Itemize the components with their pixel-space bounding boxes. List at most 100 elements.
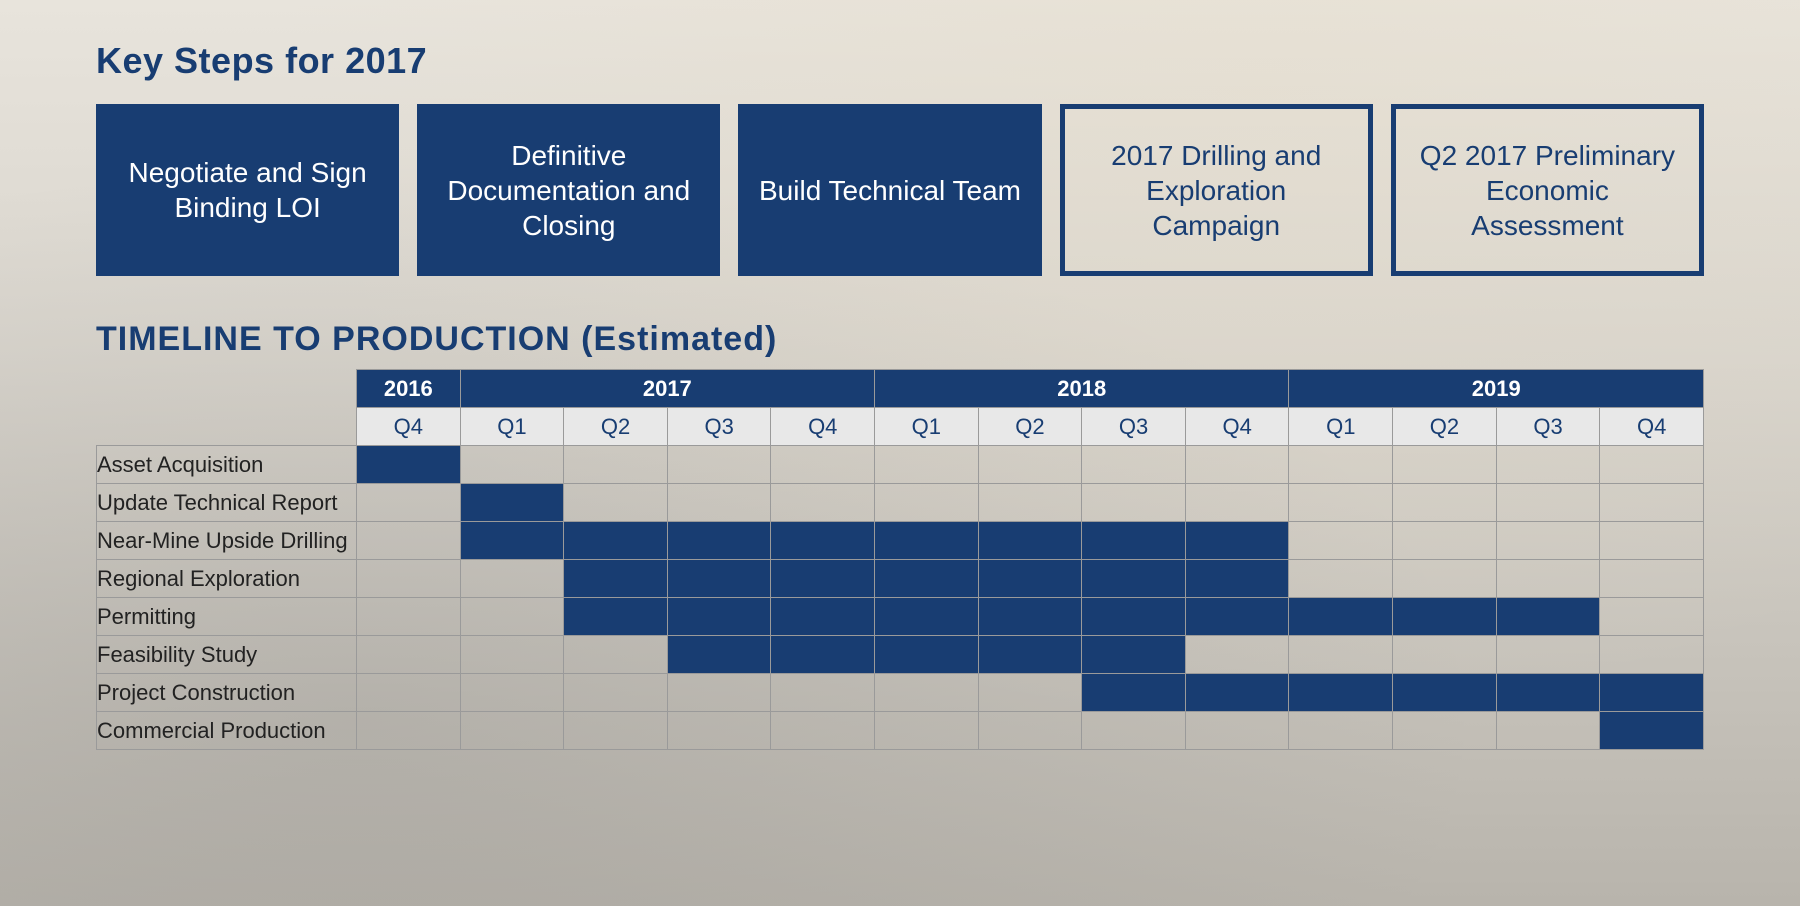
gantt-cell-empty [667,484,771,522]
gantt-cell-filled [1082,598,1186,636]
gantt-cell-empty [1393,636,1497,674]
gantt-cell-filled [667,522,771,560]
step-label: Negotiate and Sign Binding LOI [114,155,381,225]
gantt-cell-empty [1289,522,1393,560]
gantt-cell-empty [1289,636,1393,674]
gantt-cell-empty [667,712,771,750]
gantt-cell-empty [667,446,771,484]
gantt-quarter-header: Q3 [1496,408,1600,446]
gantt-cell-empty [357,560,461,598]
gantt-cell-filled [1393,674,1497,712]
gantt-cell-filled [875,522,979,560]
step-label: Q2 2017 Preliminary Economic Assessment [1414,138,1681,243]
gantt-cell-filled [1082,522,1186,560]
gantt-blank-header [97,370,357,446]
gantt-cell-empty [1600,522,1704,560]
gantt-row: Commercial Production [97,712,1704,750]
gantt-cell-filled [1185,560,1289,598]
gantt-row-label: Commercial Production [97,712,357,750]
gantt-cell-empty [1393,560,1497,598]
gantt-row: Near-Mine Upside Drilling [97,522,1704,560]
gantt-cell-filled [1600,674,1704,712]
gantt-cell-empty [875,674,979,712]
gantt-cell-empty [357,484,461,522]
gantt-cell-filled [1082,674,1186,712]
gantt-cell-filled [771,560,875,598]
gantt-cell-empty [978,484,1082,522]
gantt-cell-filled [1393,598,1497,636]
gantt-cell-filled [1289,674,1393,712]
gantt-cell-empty [1496,446,1600,484]
gantt-row-label: Feasibility Study [97,636,357,674]
step-box-2: Build Technical Team [738,104,1041,276]
gantt-year-header: 2018 [875,370,1289,408]
gantt-cell-filled [875,636,979,674]
gantt-cell-empty [1496,560,1600,598]
gantt-quarter-header: Q3 [1082,408,1186,446]
gantt-cell-empty [978,674,1082,712]
gantt-cell-empty [460,446,564,484]
gantt-cell-filled [1082,636,1186,674]
gantt-cell-filled [357,446,461,484]
gantt-cell-empty [357,674,461,712]
gantt-cell-empty [875,712,979,750]
gantt-cell-filled [978,560,1082,598]
gantt-cell-empty [771,446,875,484]
gantt-row-label: Project Construction [97,674,357,712]
gantt-cell-empty [771,712,875,750]
gantt-quarter-header: Q4 [357,408,461,446]
gantt-cell-empty [1185,712,1289,750]
gantt-cell-filled [1600,712,1704,750]
gantt-cell-filled [875,598,979,636]
gantt-cell-filled [1082,560,1186,598]
gantt-cell-empty [1600,598,1704,636]
gantt-cell-filled [1496,674,1600,712]
gantt-cell-filled [667,598,771,636]
gantt-chart: 2016201720182019Q4Q1Q2Q3Q4Q1Q2Q3Q4Q1Q2Q3… [96,369,1704,750]
gantt-cell-empty [1496,636,1600,674]
gantt-cell-empty [1185,636,1289,674]
step-box-3: 2017 Drilling and Exploration Campaign [1060,104,1373,276]
gantt-cell-filled [564,598,668,636]
gantt-cell-empty [1289,712,1393,750]
gantt-cell-empty [460,636,564,674]
gantt-year-header: 2017 [460,370,874,408]
gantt-cell-empty [1185,484,1289,522]
gantt-cell-empty [1496,522,1600,560]
gantt-cell-filled [564,522,668,560]
gantt-cell-empty [564,674,668,712]
gantt-cell-filled [1185,522,1289,560]
gantt-cell-empty [978,446,1082,484]
gantt-cell-filled [1185,674,1289,712]
gantt-cell-empty [357,522,461,560]
gantt-quarter-header: Q1 [875,408,979,446]
gantt-cell-empty [460,712,564,750]
steps-row: Negotiate and Sign Binding LOIDefinitive… [96,104,1704,276]
gantt-cell-empty [1600,484,1704,522]
gantt-cell-empty [875,446,979,484]
gantt-year-header: 2019 [1289,370,1704,408]
gantt-cell-filled [1185,598,1289,636]
gantt-cell-empty [1600,560,1704,598]
gantt-quarter-header: Q4 [771,408,875,446]
gantt-cell-filled [771,636,875,674]
gantt-cell-empty [1393,522,1497,560]
gantt-cell-filled [771,598,875,636]
gantt-cell-empty [460,598,564,636]
gantt-row-label: Update Technical Report [97,484,357,522]
gantt-cell-empty [1082,484,1186,522]
gantt-row: Feasibility Study [97,636,1704,674]
gantt-cell-empty [1393,712,1497,750]
gantt-row-label: Permitting [97,598,357,636]
gantt-cell-empty [1082,712,1186,750]
gantt-cell-filled [667,636,771,674]
gantt-year-header: 2016 [357,370,461,408]
step-label: 2017 Drilling and Exploration Campaign [1083,138,1350,243]
gantt-cell-empty [1289,446,1393,484]
gantt-cell-empty [564,484,668,522]
gantt-quarter-header: Q1 [460,408,564,446]
gantt-quarter-header: Q4 [1185,408,1289,446]
gantt-cell-empty [1393,484,1497,522]
gantt-cell-empty [1496,484,1600,522]
gantt-cell-empty [564,712,668,750]
